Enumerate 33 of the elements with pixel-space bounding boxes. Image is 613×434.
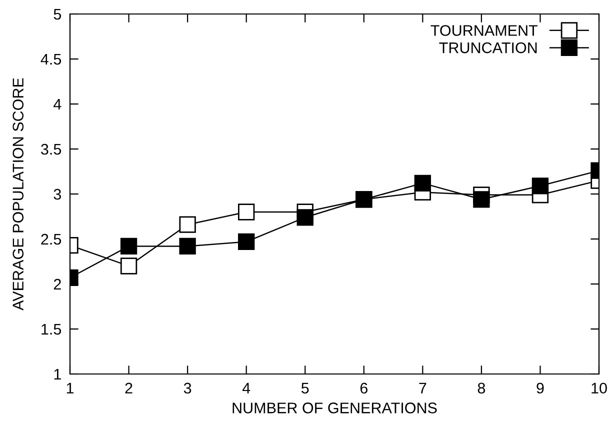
y-tick-label: 4 (54, 99, 62, 110)
y-tick-label: 4.5 (40, 54, 62, 65)
x-tick-label: 8 (478, 382, 486, 394)
point (473, 191, 490, 208)
x-axis-title: NUMBER OF GENERATIONS (232, 402, 437, 414)
x-tick-label: 2 (125, 382, 132, 394)
y-tick-label: 1.5 (42, 324, 62, 335)
y-tick-label: 1 (54, 369, 61, 380)
point (414, 174, 431, 192)
x-tick-label: 5 (301, 382, 309, 394)
x-tick-label: 6 (360, 382, 368, 394)
y-tick-label: 2 (54, 278, 61, 290)
point (296, 209, 314, 226)
y-axis-title: AVERAGE POPULATION SCORE (12, 78, 24, 310)
y-tick-label: 2.5 (41, 234, 62, 245)
point (179, 216, 196, 233)
point (532, 178, 549, 194)
x-tick-label: 1 (66, 382, 74, 394)
point (120, 238, 138, 255)
legend-label: TOURNAMENT (430, 25, 538, 36)
point (238, 233, 255, 250)
x-tick-label: 4 (242, 382, 250, 394)
x-tick-label: 10 (592, 382, 607, 394)
point (179, 238, 196, 255)
point (238, 204, 255, 220)
legend-label: TRUNCATION (439, 42, 537, 54)
point (120, 258, 138, 274)
x-tick-label: 7 (419, 382, 426, 394)
x-tick-label: 3 (184, 382, 192, 394)
y-tick-label: 3 (54, 188, 61, 200)
y-tick-label: 3.5 (41, 144, 62, 155)
y-tick-label: 5 (54, 9, 62, 20)
x-tick-label: 9 (536, 382, 544, 394)
